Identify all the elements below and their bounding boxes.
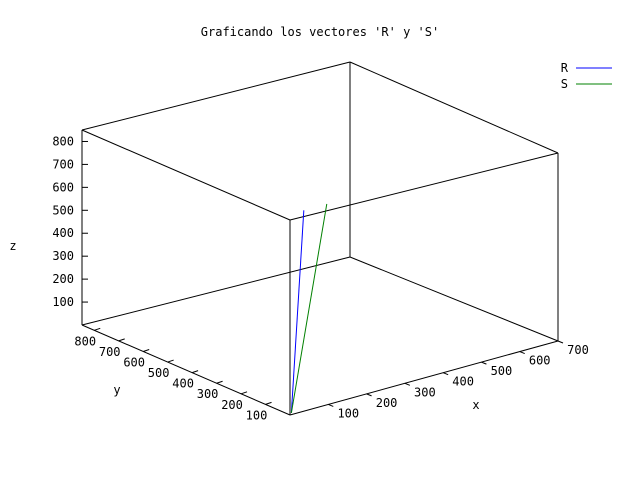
legend-label-r: R [561,61,569,75]
x-tick-label: 100 [337,406,359,420]
box-edge-top-back-left [81,61,351,131]
series-lines [290,203,328,413]
x-axis-label: x [472,398,479,412]
y-tick-label: 800 [74,334,96,348]
x-tick-label: 500 [491,364,513,378]
chart-box [81,61,559,416]
z-tick-label: 500 [52,203,74,217]
y-tick-mark [94,327,101,331]
z-tick-label: 100 [52,295,74,309]
chart-title: Graficando los vectores 'R' y 'S' [201,25,439,39]
box-edge-bottom-back-right [349,256,559,342]
x-tick-mark [557,340,564,344]
box-edge-y-axis [81,324,291,416]
box-edge-top-back-right [349,61,559,154]
z-tick-label: 300 [52,249,74,263]
y-tick-label: 200 [221,398,243,412]
z-tick-label: 600 [52,180,74,194]
y-tick-mark [167,359,174,363]
y-tick-mark [240,391,248,395]
series-line-r [290,210,305,413]
y-tick-mark [143,348,150,352]
y-tick-label: 600 [123,355,145,369]
x-tick-mark [404,382,411,386]
x-tick-label: 600 [529,354,551,368]
legend-label-s: S [561,77,568,91]
z-axis-ticks: 100 200 300 400 500 600 700 800 [52,134,88,309]
y-tick-mark [216,380,223,384]
box-edge-bottom-back-left [81,256,351,326]
x-tick-mark [481,361,487,365]
box-edge-x-axis [289,340,559,416]
x-tick-mark [519,351,525,355]
z-axis-label: z [9,239,16,253]
box-edge-top-front-right [289,152,559,221]
box-edge-top-front-left [81,129,291,221]
legend: RS [561,61,612,91]
y-axis-label: y [113,383,120,397]
y-tick-label: 400 [172,377,194,391]
y-tick-mark [265,401,272,405]
x-tick-label: 200 [376,396,398,410]
x-tick-mark [366,393,372,397]
x-tick-label: 300 [414,385,436,399]
x-tick-mark [442,372,449,376]
z-tick-label: 700 [52,157,74,171]
x-tick-label: 400 [452,375,474,389]
z-tick-label: 800 [52,134,74,148]
series-line-s [290,203,328,413]
y-tick-label: 300 [197,387,219,401]
y-tick-label: 500 [148,366,170,380]
y-tick-mark [191,370,199,374]
z-tick-label: 400 [52,226,74,240]
y-tick-mark [118,338,125,342]
y-tick-label: 100 [246,408,268,422]
x-axis-ticks: 100 200 300 400 500 600 700 [328,340,589,420]
y-tick-label: 700 [99,345,121,359]
x-tick-label: 700 [567,343,589,357]
z-tick-label: 200 [52,272,74,286]
x-tick-mark [328,403,334,407]
